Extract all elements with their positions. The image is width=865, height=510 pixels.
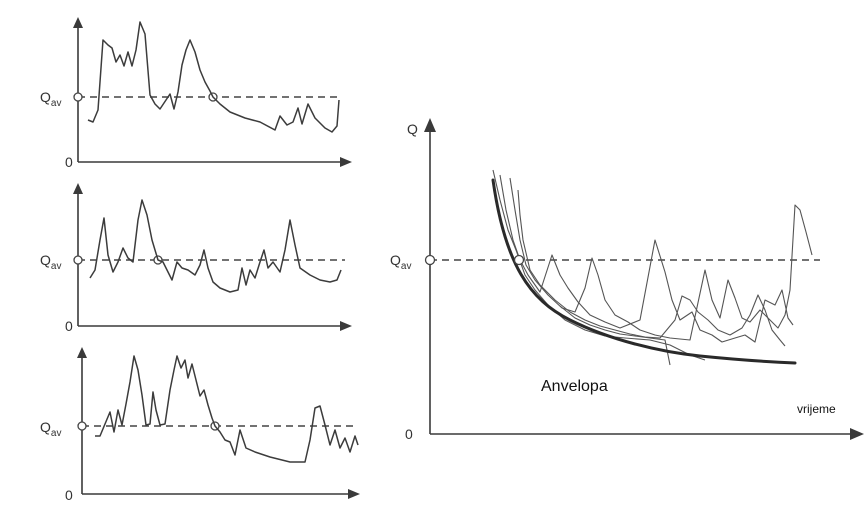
hydrograph-line xyxy=(87,21,340,133)
envelope-curve xyxy=(491,178,797,365)
y-axis-arrow xyxy=(424,118,436,132)
zero-label: 0 xyxy=(405,426,413,442)
zero-label: 0 xyxy=(65,487,73,503)
y-axis-arrow xyxy=(73,17,83,28)
envelope-panel: Q Qav 0 Anvelopa vrijeme xyxy=(390,118,864,442)
q-avg-axis-marker xyxy=(73,92,83,102)
zero-label: 0 xyxy=(65,318,73,334)
q-axis-label: Q xyxy=(407,121,418,137)
hydrograph-line xyxy=(89,199,342,293)
q-avg-label: Qav xyxy=(390,252,411,272)
x-axis-arrow xyxy=(850,428,864,440)
recession-curves xyxy=(492,169,813,366)
recession-curve xyxy=(499,174,794,343)
q-avg-axis-marker xyxy=(424,254,436,266)
y-axis-arrow xyxy=(77,347,87,358)
hydrograph-line xyxy=(95,355,359,463)
q-avg-label: Qav xyxy=(40,89,61,109)
hydrograph-panel-1: Qav 0 xyxy=(40,17,352,170)
x-axis-arrow xyxy=(340,321,352,331)
hydrograph-panel-2: Qav 0 xyxy=(40,183,352,334)
crossing-marker xyxy=(513,254,525,266)
hydrograph-panel-3: Qav 0 xyxy=(40,347,360,503)
envelope-label: Anvelopa xyxy=(541,378,608,395)
recession-curve xyxy=(559,305,671,366)
q-avg-axis-marker xyxy=(77,421,87,431)
zero-label: 0 xyxy=(65,154,73,170)
y-axis-arrow xyxy=(73,183,83,194)
q-avg-label: Qav xyxy=(40,252,61,272)
q-avg-axis-marker xyxy=(73,255,83,265)
x-axis-arrow xyxy=(340,157,352,167)
q-avg-label: Qav xyxy=(40,419,61,439)
recession-curve xyxy=(492,169,706,361)
recession-curve xyxy=(509,177,813,341)
time-axis-label: vrijeme xyxy=(797,402,836,416)
x-axis-arrow xyxy=(348,489,360,499)
recession-curve xyxy=(517,189,786,347)
